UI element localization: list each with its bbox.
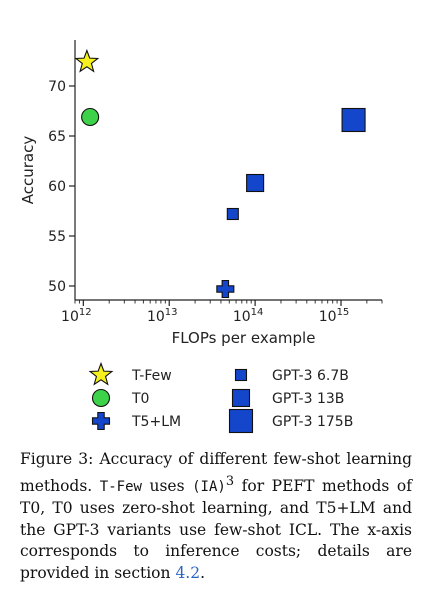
legend-label: GPT-3 6.7B (272, 368, 349, 384)
x-tick-label: 1012 (61, 307, 92, 325)
y-tick-label: 50 (48, 279, 66, 295)
caption-text: Figure 3: Accuracy of different few-shot… (20, 450, 412, 495)
data-point-t0 (81, 107, 100, 127)
legend-marker-gpt-3-175b (228, 408, 254, 434)
caption-superscript: 3 (225, 473, 235, 489)
legend-label: T-Few (131, 368, 172, 384)
scatter-chart: FLOPs per example Accuracy T-Few T0 T5+LM G… (19, 40, 383, 434)
y-tick-label: 60 (48, 179, 66, 195)
legend-marker-t0 (91, 388, 111, 408)
x-axis-label: FLOPs per example (172, 329, 316, 347)
legend-marker-gpt-3-6-7b (234, 368, 248, 382)
figure-caption: Figure 3: Accuracy of different few-shot… (20, 449, 412, 584)
section-reference-link[interactable]: 4.2 (175, 563, 201, 582)
data-points (74, 48, 366, 299)
legend-label: T0 (131, 391, 149, 407)
y-tick-label: 65 (48, 129, 66, 145)
y-tick-label: 55 (48, 229, 66, 245)
y-axis-label: Accuracy (19, 136, 37, 205)
legend-marker-gpt-3-13b (231, 388, 251, 408)
data-point-gpt-3-6-7b (226, 207, 239, 221)
tick-marks (69, 85, 383, 306)
caption-text: uses (141, 476, 193, 495)
data-point-gpt-3-175b (341, 107, 366, 133)
y-tick-label: 70 (48, 79, 66, 95)
x-tick-label: 1014 (233, 307, 264, 325)
data-point-t-few (74, 48, 100, 73)
legend-marker-t5-lm (91, 411, 111, 431)
legend-marker-t-few (88, 361, 114, 386)
data-point-gpt-3-13b (246, 173, 265, 193)
data-point-t5-lm (216, 279, 235, 299)
caption-text: . (200, 563, 206, 582)
legend-label: GPT-3 175B (272, 414, 353, 430)
caption-text: for PEFT methods of T0, T0 uses zero-sho… (20, 476, 412, 582)
legend: T-Few T0 T5+LM GPT-3 6.7B GPT-3 13B GPT-3 175… (88, 361, 353, 434)
caption-method-name: T-Few (99, 478, 142, 495)
axes (74, 40, 382, 301)
legend-label: GPT-3 13B (272, 391, 344, 407)
legend-label: T5+LM (131, 414, 181, 430)
caption-method-ia: (IA) (192, 478, 226, 495)
x-tick-label: 1015 (319, 307, 350, 325)
x-tick-label: 1013 (147, 307, 178, 325)
